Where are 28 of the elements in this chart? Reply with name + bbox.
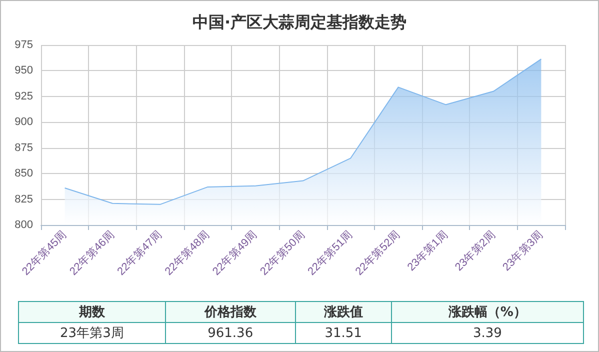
x-tick-label: 22年第47周 xyxy=(115,228,164,278)
text: 价格指数 xyxy=(165,302,296,322)
y-tick-label: 800 xyxy=(14,219,33,231)
x-tick-label: 23年第3周 xyxy=(500,228,546,274)
x-tick-label: 22年第50周 xyxy=(258,228,308,278)
text: 涨跌幅（%） xyxy=(391,302,584,322)
x-tick-label: 22年第51周 xyxy=(306,228,355,278)
x-tick-label: 22年第45周 xyxy=(20,228,70,278)
y-tick-label: 900 xyxy=(14,116,33,128)
y-tick-label: 850 xyxy=(14,168,33,180)
chart-title: 中国·产区大蒜周定基指数走势 xyxy=(192,12,407,32)
y-tick-label: 975 xyxy=(14,39,33,51)
text: 期数 xyxy=(18,302,166,322)
text: 961.36 xyxy=(165,322,296,344)
x-tick-label: 22年第46周 xyxy=(68,228,117,278)
y-tick-label: 925 xyxy=(14,90,33,102)
text: 31.51 xyxy=(295,322,392,344)
y-tick-label: 825 xyxy=(14,193,33,206)
y-tick-label: 950 xyxy=(14,64,33,77)
y-tick-label: 875 xyxy=(14,142,33,154)
text: 3.39 xyxy=(391,322,584,344)
text: 涨跌值 xyxy=(295,302,392,322)
x-tick-label: 23年第1周 xyxy=(405,228,450,274)
x-tick-label: 23年第2周 xyxy=(453,228,498,274)
x-tick-label: 22年第49周 xyxy=(210,228,260,278)
x-tick-label: 22年第48周 xyxy=(162,228,212,278)
text: 23年第3周 xyxy=(18,322,166,344)
x-tick-label: 22年第52周 xyxy=(353,228,403,278)
